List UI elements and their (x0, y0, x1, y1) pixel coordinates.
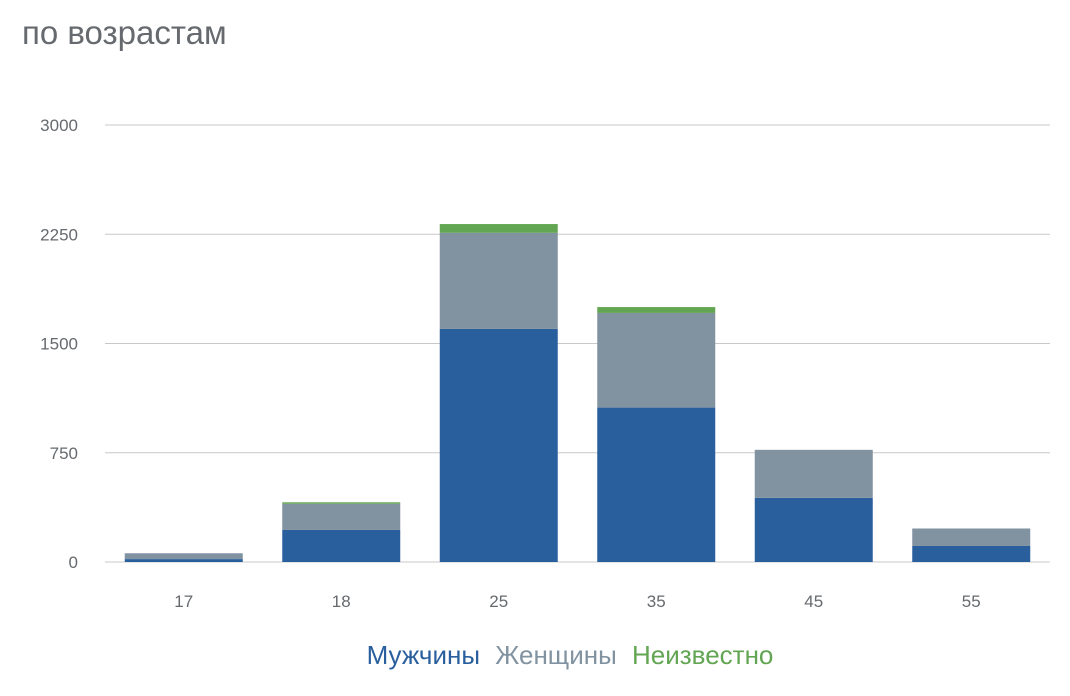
legend-item-men: Мужчины (366, 640, 481, 670)
y-tick-label-1500: 1500 (40, 335, 78, 354)
bar-25-series-1 (439, 232, 558, 329)
y-tick-label-750: 750 (50, 444, 78, 463)
bar-35-series-2 (597, 307, 716, 313)
legend-item-unknown: Неизвестно (632, 640, 774, 670)
y-tick-label-3000: 3000 (40, 116, 78, 135)
y-tick-label-2250: 2250 (40, 225, 78, 244)
x-tick-label-45: 45 (804, 592, 823, 611)
bar-45-series-1 (754, 449, 873, 498)
legend: Мужчины Женщины Неизвестно (0, 640, 1070, 671)
x-tick-label-55: 55 (962, 592, 981, 611)
bar-25-series-2 (439, 224, 558, 233)
bar-45-series-0 (754, 497, 873, 562)
bar-17-series-0 (124, 559, 243, 562)
bar-55-series-1 (912, 528, 1031, 546)
x-tick-label-35: 35 (647, 592, 666, 611)
bar-25-series-0 (439, 328, 558, 562)
legend-item-women: Женщины (495, 640, 617, 670)
x-tick-label-17: 17 (174, 592, 193, 611)
bar-55-series-0 (912, 545, 1031, 562)
x-tick-label-18: 18 (332, 592, 351, 611)
bar-18-series-0 (282, 529, 401, 562)
y-tick-label-0: 0 (69, 553, 78, 572)
chart-title: по возрастам (22, 14, 227, 51)
x-tick-label-25: 25 (489, 592, 508, 611)
bar-17-series-1 (124, 553, 243, 560)
bar-18-series-2 (282, 502, 401, 504)
bar-18-series-1 (282, 503, 401, 530)
bar-chart: 0 750 1500 2250 3000 17 18 25 35 45 55 (40, 116, 1050, 611)
bar-35-series-0 (597, 407, 716, 562)
bar-35-series-1 (597, 312, 716, 408)
